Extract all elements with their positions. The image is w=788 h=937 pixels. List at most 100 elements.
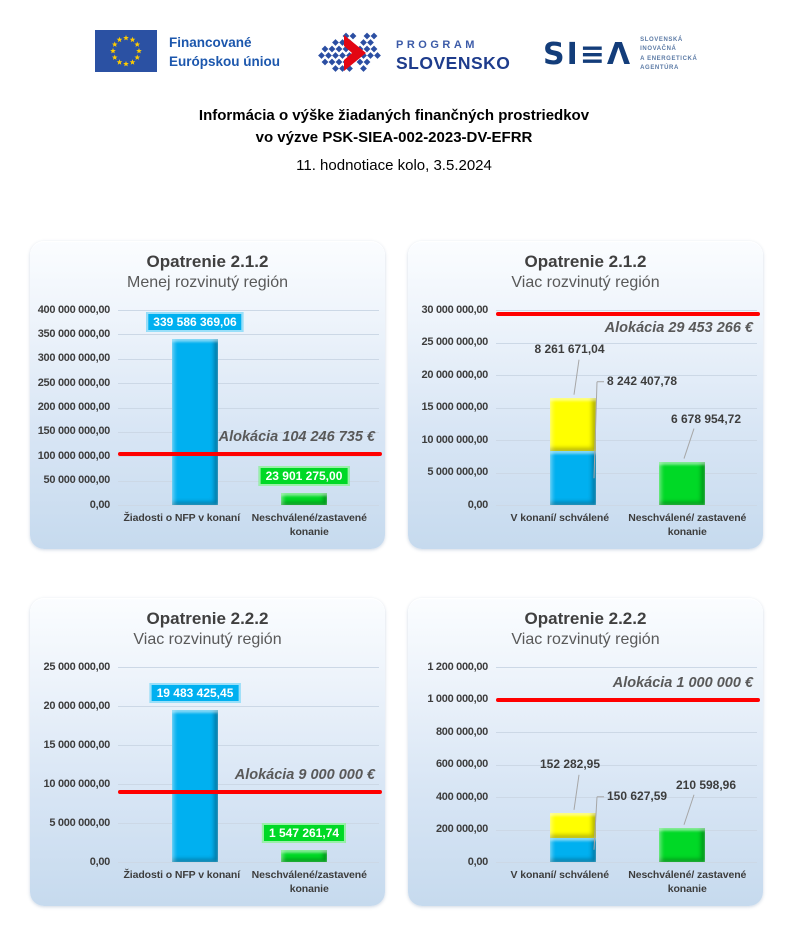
program-slovensko-logo: PROGRAM SLOVENSKO <box>314 32 510 78</box>
y-axis-tick-label: 0,00 <box>467 498 489 511</box>
siea-subtext-line: AGENTÚRA <box>640 64 679 71</box>
gridline <box>496 407 757 409</box>
program-slovensko-icon <box>318 32 381 72</box>
bar-segment-cyan <box>550 451 596 505</box>
chart-plot-area: 30 000 000,00 25 000 000,00 20 000 000,00 1… <box>408 241 763 549</box>
gridline <box>496 472 757 474</box>
y-axis-tick-label: 50 000 000,00 <box>43 474 111 487</box>
y-axis-tick-label: 20 000 000,00 <box>43 699 111 712</box>
gridline <box>496 375 757 376</box>
y-axis-tick-label: 30 000 000,00 <box>421 303 489 316</box>
bar-segment-yellow <box>550 397 596 452</box>
chart-title: Opatrenie 2.2.2 <box>524 609 647 628</box>
y-axis-tick-label: 15 000 000,00 <box>43 738 111 751</box>
gridline <box>118 358 379 360</box>
chart-title: Opatrenie 2.1.2 <box>524 252 647 271</box>
y-axis-tick-label: 600 000,00 <box>435 758 488 770</box>
eu-logo-line1: Financované <box>169 35 252 50</box>
y-axis-tick-label: 1 200 000,00 <box>427 660 488 673</box>
siea-subtext-line: INOVAČNÁ <box>640 46 677 53</box>
chart-title: Opatrenie 2.1.2 <box>146 252 269 271</box>
gridline <box>118 431 379 433</box>
bar-value-callout-label: 152 282,95 <box>539 756 601 771</box>
gridline <box>118 407 379 409</box>
bar-segment-yellow <box>550 812 596 838</box>
gridline <box>496 732 757 733</box>
category-label: V konaní/ schválené <box>510 512 610 524</box>
allocation-line <box>118 452 382 457</box>
bar-segment-cyan <box>172 339 218 505</box>
siea-subtext-line: SLOVENSKÁ <box>640 37 683 43</box>
eu-flag-icon <box>95 30 157 72</box>
y-axis-tick-label: 5 000 000,00 <box>427 466 488 478</box>
y-axis-tick-label: 0,00 <box>89 498 111 511</box>
gridline <box>496 862 757 863</box>
bar-value-callout-label: 8 261 671,04 <box>534 341 605 356</box>
bar-value-callout-label: 150 627,59 <box>607 788 668 803</box>
y-axis-tick-label: 25 000 000,00 <box>421 336 489 348</box>
page-subtitle: 11. hodnotiace kolo, 3.5.2024 <box>296 157 492 174</box>
chart-plot-area: 1 200 000,00 1 000 000,00 800 000,00 600 00… <box>408 598 763 906</box>
y-axis-tick-label: 200 000 000,00 <box>37 401 111 413</box>
y-axis-tick-label: 200 000,00 <box>435 823 488 835</box>
chart-panel-opatrenie-212-menej-rozvinuty: Opatrenie 2.1.2 Menej rozvinutý región 4… <box>30 241 385 549</box>
gridline <box>118 310 379 311</box>
siea-logo-subtext: SLOVENSKÁ INOVAČNÁ A ENERGETICKÁ AGENTÚRA <box>640 36 697 73</box>
gridline <box>118 456 379 458</box>
y-axis-tick-label: 150 000 000,00 <box>37 425 111 438</box>
chart-panel-opatrenie-222-viac-rozvinuty-2: Opatrenie 2.2.2 Viac rozvinutý región 1 … <box>408 598 763 906</box>
y-axis-tick-label: 0,00 <box>467 855 489 868</box>
bar-segment-cyan <box>172 710 218 862</box>
page-title-line2: vo výzve PSK-SIEA-002-2023-DV-EFRR <box>255 128 533 146</box>
y-axis-tick-label: 5 000 000,00 <box>49 816 110 829</box>
gridline <box>118 823 379 824</box>
category-label: Neschválené/zastavené konanie <box>251 512 367 538</box>
y-axis-tick-label: 10 000 000,00 <box>43 777 111 790</box>
chart-plot-area: 25 000 000,00 20 000 000,00 15 000 000,00 1… <box>30 598 385 906</box>
category-axis: V konaní/ schválené Neschválené/ zastaven… <box>496 869 751 896</box>
bar-value-label: 23 901 275,00 <box>258 466 350 487</box>
bar-segment-green <box>659 461 705 505</box>
gridline <box>118 480 379 482</box>
y-axis-tick-label: 400 000,00 <box>435 790 488 803</box>
gridline <box>496 505 757 506</box>
program-slovensko-text: PROGRAM SLOVENSKO <box>396 37 510 74</box>
y-axis-tick-label: 400 000 000,00 <box>37 303 111 316</box>
eu-logo-line2: Európskou úniou <box>169 53 280 69</box>
allocation-label: Alokácia 9 000 000 € <box>234 766 375 783</box>
bar-segment-green <box>281 849 327 862</box>
eu-funding-logo: Financované Európskou úniou <box>95 30 280 72</box>
gridline <box>118 334 379 336</box>
chart-subtitle: Menej rozvinutý región <box>127 274 288 291</box>
gridline <box>118 784 379 785</box>
gridline <box>118 505 379 506</box>
category-label: Neschválené/zastavené konanie <box>251 869 367 895</box>
category-axis: Žiadosti o NFP v konaní Neschválené/zasta… <box>118 869 373 896</box>
gridline <box>118 383 379 385</box>
y-axis-tick-label: 0,00 <box>89 855 111 868</box>
y-axis-tick-label: 15 000 000,00 <box>421 401 489 413</box>
siea-subtext-line: A ENERGETICKÁ <box>640 55 698 62</box>
bar-value-callout-label: 8 242 407,78 <box>607 373 678 388</box>
allocation-label: Alokácia 29 453 266 € <box>604 319 753 336</box>
y-axis-tick-label: 100 000 000,00 <box>37 449 111 462</box>
chart-panel-opatrenie-222-viac-rozvinuty-1: Opatrenie 2.2.2 Viac rozvinutý región 25… <box>30 598 385 906</box>
slovensko-label: SLOVENSKO <box>396 52 511 73</box>
gridline <box>496 342 757 344</box>
gridline <box>496 310 757 311</box>
category-axis: Žiadosti o NFP v konaní Neschválené/zasta… <box>118 512 373 539</box>
y-axis-tick-label: 1 000 000,00 <box>427 693 488 705</box>
category-label: Neschválené/ zastavené konanie <box>628 869 747 895</box>
siea-logo: SI≡Λ SLOVENSKÁ INOVAČNÁ A ENERGETICKÁ AGENT… <box>543 36 697 73</box>
chart-title: Opatrenie 2.2.2 <box>146 609 269 628</box>
gridline <box>496 797 757 798</box>
y-axis-tick-label: 800 000,00 <box>435 725 488 738</box>
y-axis-tick-label: 20 000 000,00 <box>421 368 489 381</box>
y-axis-tick-label: 25 000 000,00 <box>43 660 111 673</box>
bar-value-callout-label: 210 598,96 <box>675 777 737 792</box>
bar-segment-green <box>281 493 327 505</box>
bar-segment-green <box>659 827 705 862</box>
siea-mark-icon: SI≡Λ <box>543 36 633 72</box>
gridline <box>118 667 379 668</box>
